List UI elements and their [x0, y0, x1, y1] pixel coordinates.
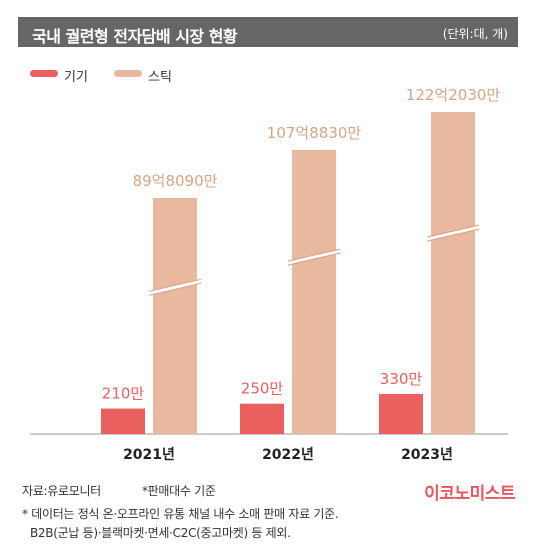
- stick-bar: [292, 150, 336, 435]
- stick-bar: [153, 198, 197, 434]
- x-tick-label: 2021년: [123, 447, 175, 463]
- device-bar: [379, 394, 423, 434]
- source-label: 자료:유로모니터: [22, 484, 101, 498]
- stick-value-label: 107억8830만: [267, 124, 362, 142]
- axis-break-line: [148, 282, 202, 296]
- chart-title: 국내 궐련형 전자담배 시장 현황: [32, 27, 238, 46]
- legend-label-device: 기기: [64, 70, 88, 85]
- axis-break-mark: [427, 225, 479, 242]
- axis-break-line: [287, 252, 341, 266]
- device-value-label: 210만: [102, 385, 145, 403]
- stick-bar: [431, 112, 475, 434]
- data-note-line2: B2B(군납 등)·블랙마켓·면세·C2C(중고마켓) 등 제외.: [30, 526, 291, 540]
- sales-basis-note: *판매대수 기준: [141, 484, 216, 498]
- stick-value-label: 122억2030만: [406, 86, 501, 104]
- x-tick-label: 2022년: [262, 447, 314, 463]
- axis-break-mark: [149, 279, 201, 296]
- axis-break-mark: [288, 249, 340, 266]
- legend-swatch-stick: [114, 70, 142, 77]
- publisher-logo: 이코노미스트: [424, 484, 515, 504]
- axis-break-line: [426, 228, 480, 242]
- axis-break-line: [426, 224, 480, 238]
- axis-break-line: [148, 278, 202, 292]
- legend-label-stick: 스틱: [148, 70, 172, 85]
- device-value-label: 250만: [241, 380, 284, 398]
- legend-swatch-device: [30, 70, 58, 77]
- x-tick-label: 2023년: [401, 447, 453, 463]
- data-note-line1: * 데이터는 정식 온·오프라인 유통 채널 내수 소매 판매 자료 기준.: [22, 507, 339, 521]
- stick-value-label: 89억8090만: [133, 172, 218, 190]
- device-bar: [101, 408, 145, 434]
- axis-break-line: [287, 248, 341, 262]
- device-bar: [240, 403, 284, 434]
- unit-label: (단위:대, 개): [442, 27, 508, 41]
- device-value-label: 330만: [380, 370, 423, 388]
- title-bar: 국내 궐련형 전자담배 시장 현황 (단위:대, 개): [18, 17, 518, 47]
- source-line: 자료:유로모니터 *판매대수 기준: [22, 482, 216, 499]
